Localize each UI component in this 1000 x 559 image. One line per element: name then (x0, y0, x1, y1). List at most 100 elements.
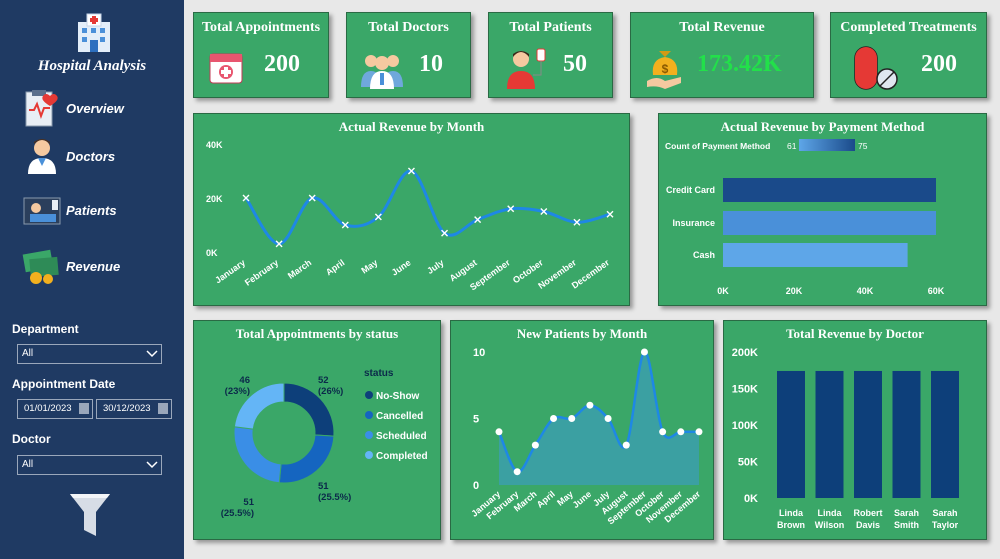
legend-marker (365, 411, 373, 419)
y-tick-label: 50K (738, 457, 758, 469)
doctor-dropdown[interactable]: All (17, 455, 162, 475)
x-tick-label: 20K (786, 286, 803, 296)
date-from-input[interactable]: 01/01/2023 (17, 399, 93, 419)
doctor-bar (892, 370, 921, 498)
slice-percent-label: (25.5%) (221, 508, 254, 519)
date-to-value: 30/12/2023 (103, 403, 151, 414)
y-tick-label: 100K (732, 420, 758, 432)
nav-patients[interactable]: Patients (22, 188, 117, 232)
data-point (513, 468, 521, 476)
x-tick-label: June (390, 257, 413, 277)
appointment-date-label: Appointment Date (12, 377, 116, 391)
x-tick-label: July (425, 257, 445, 276)
payment-bar-plot: Count of Payment Method 61 75 Credit Card In… (665, 139, 945, 296)
x-tick-label-line2: Brown (777, 520, 805, 530)
calendar-icon[interactable] (158, 403, 168, 414)
new-patients-chart: New Patients by Month 0 5 10 January Februar… (450, 320, 714, 540)
legend-min-label: 61 (787, 141, 797, 151)
kpi-value: 200 (921, 51, 957, 77)
doctor-bar-plot: 0K 50K 100K 150K 200K Linda Brown Linda Wilson Ro… (732, 347, 959, 530)
x-tick-label: December (570, 257, 612, 290)
legend-marker (365, 431, 373, 439)
slice-percent-label: (25.5%) (318, 492, 351, 503)
date-to-input[interactable]: 30/12/2023 (96, 399, 172, 419)
kpi-total-doctors: Total Doctors 10 (346, 12, 471, 98)
x-tick-label-line1: Linda (779, 508, 804, 518)
kpi-value: 10 (419, 51, 443, 77)
x-tick-label: April (324, 257, 347, 277)
appointments-by-status-chart: Total Appointments by status 52 (26%) 51 (2… (193, 320, 441, 540)
pill-icon (854, 46, 898, 90)
legend-max-label: 75 (858, 141, 868, 151)
x-tick-label-line2: Wilson (815, 520, 844, 530)
date-from-value: 01/01/2023 (24, 403, 72, 414)
status-donut-plot: 52(26%)51(25.5%)51(25.5%)46(23%)statusNo… (221, 368, 428, 519)
y-tick-label: 0K (206, 248, 218, 258)
money-icon (22, 249, 59, 284)
chevron-down-icon (146, 350, 158, 358)
nav-doctors[interactable]: Doctors (22, 134, 115, 178)
chart-title: Total Revenue by Doctor (786, 326, 924, 341)
kpi-value: 173.42K (697, 51, 782, 77)
x-tick-label: January (213, 257, 247, 285)
nav-patients-label: Patients (66, 202, 117, 218)
nav-revenue[interactable]: Revenue (22, 244, 120, 288)
slice-value-label: 51 (243, 497, 254, 508)
data-point (568, 415, 576, 422)
kpi-value: 200 (264, 51, 300, 77)
department-dropdown[interactable]: All (17, 344, 162, 364)
data-point (507, 205, 515, 213)
slice-value-label: 52 (318, 375, 329, 386)
filter-funnel-icon[interactable] (68, 492, 112, 540)
chart-title: New Patients by Month (516, 326, 648, 341)
x-tick-label: 40K (857, 286, 874, 296)
slice-percent-label: (23%) (225, 386, 250, 397)
doctor-bar (815, 370, 844, 498)
data-point (604, 415, 612, 422)
revenue-line (244, 169, 611, 246)
legend-marker (365, 391, 373, 399)
nav-overview[interactable]: Overview (22, 86, 124, 130)
nav-revenue-label: Revenue (66, 258, 121, 274)
y-category-label: Credit Card (666, 185, 715, 195)
patient-iv-icon (507, 48, 546, 89)
hospital-icon (78, 13, 110, 52)
payment-bar (723, 178, 936, 202)
legend-label: Scheduled (376, 431, 427, 442)
data-point (495, 428, 503, 436)
x-tick-label-line1: Sarah (932, 508, 957, 518)
legend-label: No-Show (376, 391, 420, 402)
doctor-bar (777, 370, 805, 498)
x-tick-label-line2: Smith (894, 520, 919, 530)
doctor-icon (28, 139, 56, 174)
slice-percent-label: (26%) (318, 386, 343, 397)
data-point (586, 401, 594, 409)
data-point (677, 428, 685, 436)
kpi-title: Total Patients (509, 20, 592, 35)
calendar-medical-icon (209, 53, 243, 84)
x-tick-label: April (535, 489, 557, 510)
revenue-by-doctor-chart: Total Revenue by Doctor 0K 50K 100K 150K 200… (723, 320, 987, 540)
department-value: All (22, 348, 34, 359)
chart-title: Actual Revenue by Payment Method (720, 119, 925, 134)
data-point (550, 415, 558, 422)
sidebar: Hospital Analysis Overview Doctors Patie… (0, 0, 184, 559)
slice-value-label: 46 (239, 375, 250, 386)
kpi-total-patients: Total Patients 50 (488, 12, 613, 98)
data-point (540, 208, 548, 215)
data-point (695, 428, 703, 436)
svg-text:$: $ (662, 62, 669, 76)
legend-marker (365, 451, 373, 459)
department-label: Department (12, 322, 79, 336)
x-tick-label-line1: Linda (818, 508, 843, 518)
data-point (622, 441, 630, 449)
calendar-icon[interactable] (79, 403, 89, 414)
y-tick-label: 0 (473, 480, 479, 492)
payment-bar (723, 243, 908, 267)
y-category-label: Insurance (672, 218, 715, 228)
legend-label: Count of Payment Method (665, 141, 770, 151)
y-tick-label: 150K (732, 384, 758, 396)
x-tick-label: 0K (717, 286, 729, 296)
kpi-value: 50 (563, 51, 587, 77)
chart-title: Total Appointments by status (235, 326, 399, 341)
